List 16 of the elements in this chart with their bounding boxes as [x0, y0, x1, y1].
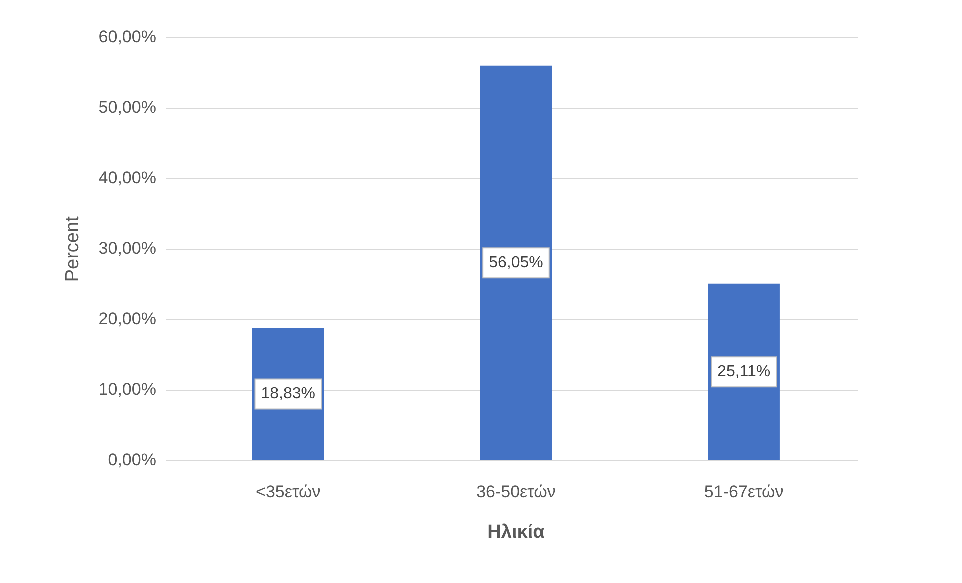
y-tick-label: 0,00% [108, 450, 156, 470]
data-label: 56,05% [489, 254, 544, 272]
y-tick-label: 30,00% [98, 239, 156, 258]
y-tick-label: 10,00% [98, 380, 156, 400]
y-axis-title: Percent [62, 216, 84, 282]
data-label: 18,83% [261, 386, 316, 403]
bar [480, 66, 552, 460]
y-tick-label: 50,00% [98, 98, 156, 118]
y-tick-label: 60,00% [98, 28, 156, 47]
y-tick-label: 40,00% [98, 168, 156, 188]
y-tick-label: 20,00% [98, 310, 156, 329]
x-tick-label: 36-50ετών [476, 482, 556, 502]
x-tick-label: 51-67ετών [704, 482, 784, 502]
x-tick-label: <35ετών [256, 482, 321, 502]
x-axis-title: Ηλικία [488, 522, 546, 543]
data-label: 25,11% [718, 363, 771, 380]
